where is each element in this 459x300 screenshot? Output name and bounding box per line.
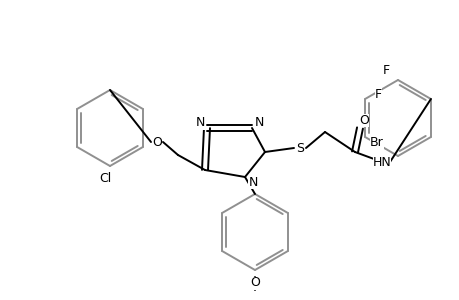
Text: O: O — [152, 136, 162, 148]
Text: N: N — [254, 116, 263, 130]
Text: F: F — [381, 64, 389, 76]
Text: HN: HN — [372, 155, 391, 169]
Text: N: N — [248, 176, 257, 188]
Text: Br: Br — [369, 136, 383, 148]
Text: O: O — [250, 277, 259, 290]
Text: F: F — [374, 88, 381, 100]
Text: O: O — [358, 113, 368, 127]
Text: Cl: Cl — [99, 172, 111, 185]
Text: N: N — [195, 116, 204, 130]
Text: S: S — [295, 142, 303, 154]
